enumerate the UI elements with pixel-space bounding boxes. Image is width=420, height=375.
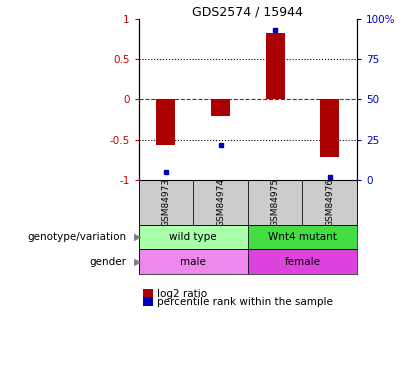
Bar — [139, 249, 248, 274]
Bar — [248, 225, 357, 249]
Text: genotype/variation: genotype/variation — [27, 232, 126, 242]
Bar — [139, 180, 193, 225]
Text: log2 ratio: log2 ratio — [157, 289, 207, 299]
Text: GSM84974: GSM84974 — [216, 178, 225, 227]
Text: male: male — [180, 256, 206, 267]
Text: wild type: wild type — [169, 232, 217, 242]
Bar — [302, 180, 357, 225]
Text: Wnt4 mutant: Wnt4 mutant — [268, 232, 337, 242]
Text: ▶: ▶ — [134, 256, 142, 267]
Bar — [248, 249, 357, 274]
Text: GSM84973: GSM84973 — [161, 178, 171, 227]
Text: ▶: ▶ — [134, 232, 142, 242]
Bar — [193, 180, 248, 225]
Bar — [139, 225, 248, 249]
Text: percentile rank within the sample: percentile rank within the sample — [157, 297, 333, 307]
Bar — [320, 99, 339, 158]
Bar — [156, 99, 176, 146]
Text: GSM84976: GSM84976 — [325, 178, 334, 227]
Text: GDS2574 / 15944: GDS2574 / 15944 — [192, 6, 303, 19]
Text: gender: gender — [89, 256, 126, 267]
Bar — [265, 33, 285, 99]
Text: female: female — [284, 256, 320, 267]
Bar — [248, 180, 302, 225]
Bar — [211, 99, 230, 116]
Text: GSM84975: GSM84975 — [270, 178, 280, 227]
